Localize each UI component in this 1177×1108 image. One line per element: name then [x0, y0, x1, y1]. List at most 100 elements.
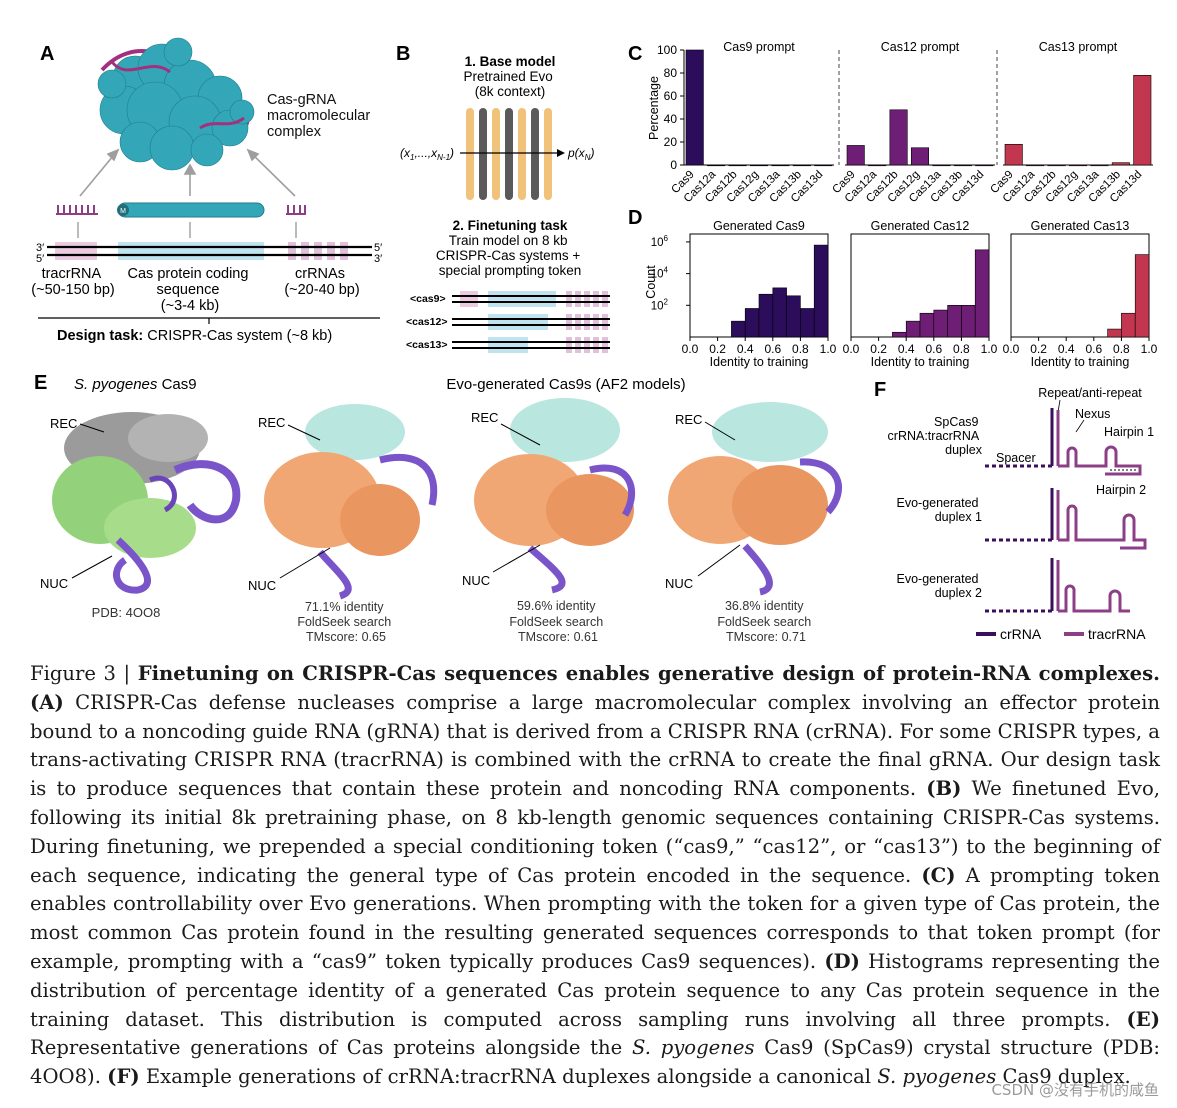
d-bar [947, 305, 962, 338]
c-bar [953, 164, 972, 167]
nuc-label-m3: NUC [665, 576, 693, 591]
evo-cas9s-title: Evo-generated Cas9s (AF2 models) [446, 376, 685, 393]
three-prime-right: 3′ [374, 253, 382, 265]
c-bar [749, 164, 769, 167]
component-arrows [77, 222, 297, 238]
d-y-tick-label: 104 [651, 266, 669, 281]
d-x-tick-label: 0.2 [870, 342, 887, 356]
d-x-tick-label: 0.2 [709, 342, 726, 356]
panel-d-letter: D [628, 207, 642, 229]
d-bar [1134, 254, 1150, 338]
cas12-sequence: <cas12> [406, 314, 610, 330]
design-task-label: Design task: CRISPR-Cas system (~8 kb) [57, 328, 332, 344]
c-bar [846, 145, 865, 166]
caption-e-text: Representative generations of Cas protei… [30, 1036, 632, 1060]
c-bar [707, 164, 726, 167]
panel-a-letter: A [40, 43, 54, 65]
finetune-desc: Train model on 8 kb CRISPR-Cas systems +… [436, 233, 584, 278]
c-bar [685, 49, 704, 166]
caption-f-text2: Cas9 duplex. [996, 1065, 1131, 1089]
token-cas13: <cas13> [406, 339, 447, 351]
d-x-tick-label: 0.8 [792, 342, 809, 356]
d-bar [919, 312, 935, 338]
d-x-tick-label: 0.6 [764, 342, 781, 356]
figure-caption: Figure 3 | Finetuning on CRISPR-Cas sequ… [30, 660, 1160, 1092]
watermark: CSDN @没有手机的咸鱼 [991, 1081, 1159, 1099]
d-x-tick-label: 0.6 [1085, 342, 1102, 356]
crrna-regions [288, 242, 348, 260]
d-bar [905, 320, 921, 338]
model-1-stats: 71.1% identity FoldSeek search TMscore: … [297, 600, 394, 644]
c-bar [728, 164, 747, 167]
d-bar [1121, 312, 1136, 338]
hairpin2-label: Hairpin 2 [1096, 483, 1146, 497]
cas-complex-cluster [97, 37, 255, 171]
caption-figure-label: Figure 3 | [30, 662, 138, 685]
caption-e-label: (E) [1126, 1007, 1160, 1031]
hairpin1-label: Hairpin 1 [1104, 425, 1154, 439]
d-bar [813, 244, 829, 338]
model-2-stats: 59.6% identity FoldSeek search TMscore: … [509, 599, 606, 644]
d-y-axis-label: Count [644, 265, 658, 299]
d-x-axis-label: Identity to training [871, 355, 970, 369]
d-bar [961, 305, 976, 338]
c-y-tick-label: 80 [664, 66, 678, 80]
d-x-tick-label: 1.0 [820, 342, 837, 356]
pdb-label: PDB: 4OO8 [92, 605, 161, 620]
crrna-label: crRNAs (~20-40 bp) [284, 266, 359, 298]
token-cas9: <cas9> [410, 293, 446, 305]
c-bar [975, 164, 994, 167]
c-y-tick-label: 0 [670, 158, 677, 172]
rec-label-m1: REC [258, 415, 285, 430]
d-x-tick-label: 0.4 [737, 342, 754, 356]
crrna-icon [286, 205, 306, 215]
d-x-tick-label: 0.0 [843, 342, 860, 356]
d-x-tick-label: 0.0 [682, 342, 699, 356]
prompt-sequences: <cas9> <cas12> <cas13> [406, 291, 610, 353]
c-bar [792, 164, 811, 167]
model-3-stats: 36.8% identity FoldSeek search TMscore: … [717, 599, 814, 644]
c-chart-title: Cas9 prompt [723, 40, 795, 54]
panel-b-letter: B [396, 43, 410, 65]
nuc-label-m1: NUC [248, 578, 276, 593]
c-bar [889, 109, 908, 166]
nuc-label-m2: NUC [462, 573, 490, 588]
c-bar [868, 164, 887, 167]
evo-layers [466, 108, 552, 200]
protein-chain-icon: M [117, 202, 265, 218]
d-chart-title: Generated Cas12 [871, 219, 970, 233]
panel-f: F SpCas9 crRNA:tracrRNA duplex Evo-gener… [874, 379, 1154, 642]
d-bar [974, 249, 990, 338]
d-x-tick-label: 0.6 [925, 342, 942, 356]
caption-c-text: A prompting token enables controllabilit… [30, 863, 1160, 973]
panel-e: E S. pyogenes Cas9 Evo-generated Cas9s (… [34, 372, 843, 644]
three-prime-left: 3′ [36, 242, 44, 254]
c-bar [771, 164, 790, 167]
evo-duplex-2-label: Evo-generated duplex 2 [897, 572, 983, 600]
c-y-tick-label: 40 [664, 112, 678, 126]
c-chart-title: Cas12 prompt [881, 40, 960, 54]
d-chart-title: Generated Cas9 [713, 219, 805, 233]
evo-model-3-structure [668, 402, 843, 596]
c-y-axis-label: Percentage [647, 76, 661, 140]
d-x-tick-label: 0.0 [1003, 342, 1020, 356]
d-y-tick-label: 106 [651, 234, 669, 249]
c-bar [1068, 164, 1088, 167]
d-bar [1107, 328, 1122, 338]
spcas9-structure [52, 412, 241, 594]
caption-d-text: Histograms representing the distribution… [30, 949, 1161, 1031]
spcas9-duplex-drawing [985, 408, 1142, 476]
finetune-title: 2. Finetuning task [453, 218, 568, 233]
evo-duplex-1-label: Evo-generated duplex 1 [897, 496, 983, 524]
coding-region [118, 242, 264, 260]
caption-e-text2: Cas9 (SpCas9) crystal structure (PDB: 4O… [30, 1036, 1161, 1089]
figure-3: A Cas-gRNA macromolecular complex [31, 37, 1158, 644]
nuc-label-pdb: NUC [40, 576, 68, 591]
c-y-tick-label: 100 [657, 43, 677, 57]
panel-a: A Cas-gRNA macromolecular complex [31, 37, 382, 344]
d-bar [933, 309, 948, 338]
panel-d-charts: Generated Cas9 0.0 0.2 0.4 0.6 0.8 1.0 Identity… [644, 219, 1158, 369]
c-bar [1047, 164, 1066, 167]
c-chart-title: Cas13 prompt [1039, 40, 1118, 54]
d-x-tick-label: 1.0 [1141, 342, 1158, 356]
